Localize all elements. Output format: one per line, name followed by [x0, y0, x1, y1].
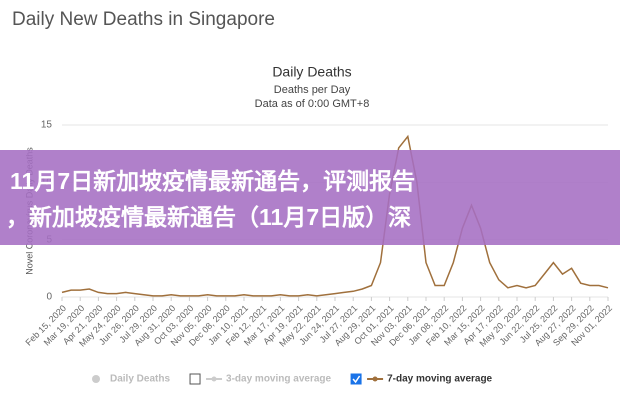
legend-label[interactable]: 3-day moving average: [226, 374, 331, 385]
legend-label[interactable]: Daily Deaths: [110, 374, 170, 385]
legend-symbol: [92, 375, 100, 383]
legend-label[interactable]: 7-day moving average: [387, 374, 492, 385]
banner-text: ，新加坡疫情最新通告（11月7日版）深: [6, 204, 411, 230]
banner: [0, 150, 620, 245]
legend-check: [352, 375, 361, 384]
chart-title: Daily Deaths: [272, 64, 351, 80]
y-tick-label: 0: [46, 292, 52, 303]
legend-symbol: [211, 376, 217, 382]
chart-note: Data as of 0:00 GMT+8: [255, 98, 370, 110]
banner-text: 11月7日新加坡疫情最新通告，评测报告: [10, 168, 415, 194]
series-line: [61, 134, 609, 297]
legend-checkbox[interactable]: [350, 373, 362, 385]
chart-subtitle: Deaths per Day: [274, 84, 351, 96]
legend-checkbox[interactable]: [189, 373, 201, 385]
legend-symbol: [372, 376, 378, 382]
y-tick-label: 15: [41, 120, 53, 131]
page-title: Daily New Deaths in Singapore: [12, 9, 275, 30]
